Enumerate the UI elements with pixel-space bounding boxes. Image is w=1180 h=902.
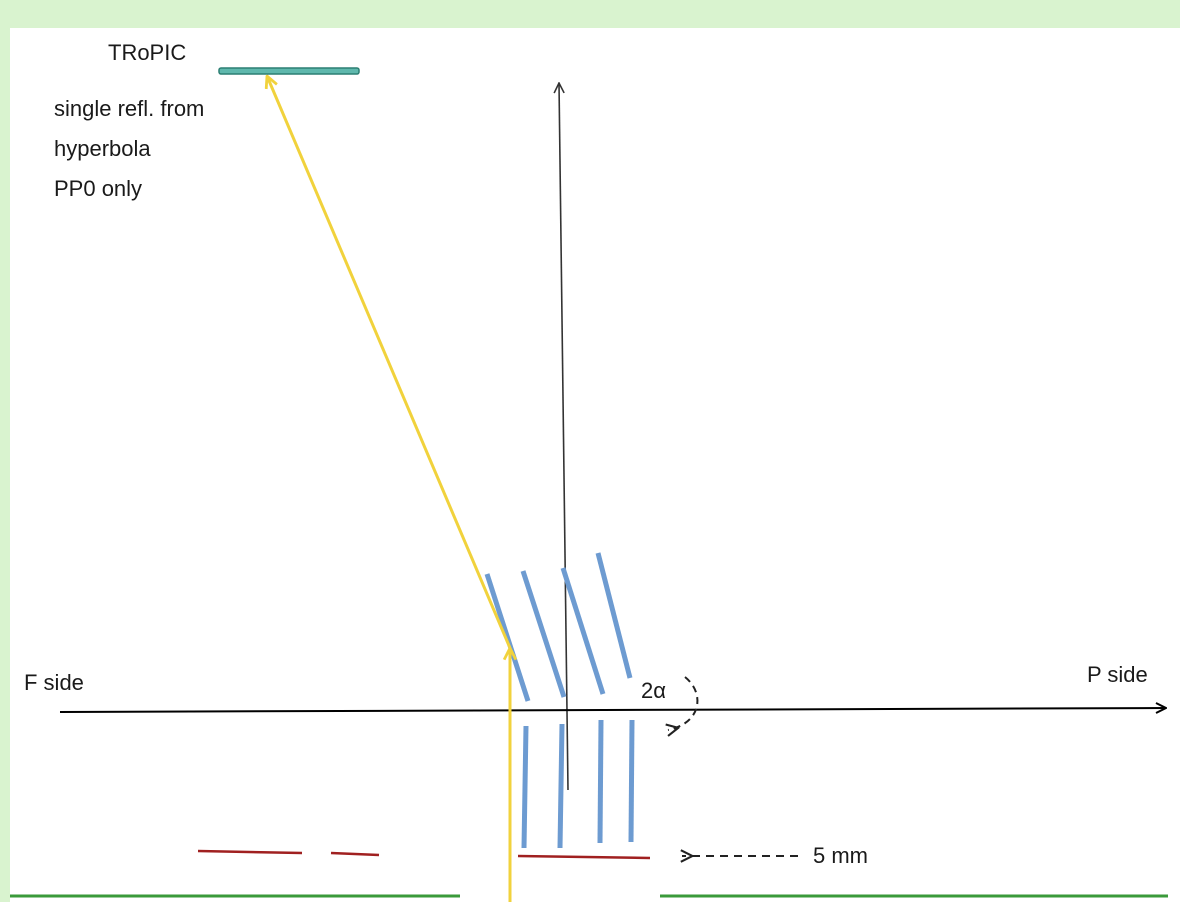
red-mark-center (517, 854, 651, 860)
note-line-2: hyperbola (54, 136, 151, 161)
upper-plate-4 (595, 552, 633, 679)
p-side-label: P side (1087, 662, 1148, 687)
lower-plate-4 (628, 719, 635, 843)
upper-plate-2 (520, 570, 567, 698)
note-line-1: single refl. from (54, 96, 205, 121)
upper-plate-1 (484, 573, 531, 702)
lower-plate-1 (521, 725, 529, 849)
lower-mirror-plates (521, 719, 635, 849)
xray-beam-reflected (267, 76, 512, 649)
detector-label: TRoPIC (108, 40, 187, 65)
angle-label: 2α (641, 678, 666, 703)
tropic-detector (218, 67, 360, 75)
lower-plate-2 (557, 723, 565, 849)
red-mark-left-short (330, 851, 380, 857)
rotation-arc (668, 676, 699, 730)
f-side-label: F side (24, 670, 84, 695)
upper-plate-3 (560, 567, 606, 695)
diagram-canvas: TRoPIC single refl. from hyperbola PP0 o… (10, 28, 1180, 902)
upper-mirror-plates (484, 552, 633, 702)
horizontal-axis (59, 708, 1166, 712)
distance-label: 5 mm (813, 843, 868, 868)
note-line-3: PP0 only (54, 176, 143, 201)
lower-plate-3 (597, 719, 604, 844)
vertical-axis (559, 83, 569, 791)
red-mark-left-long (197, 849, 303, 855)
optics-diagram (10, 67, 1168, 902)
